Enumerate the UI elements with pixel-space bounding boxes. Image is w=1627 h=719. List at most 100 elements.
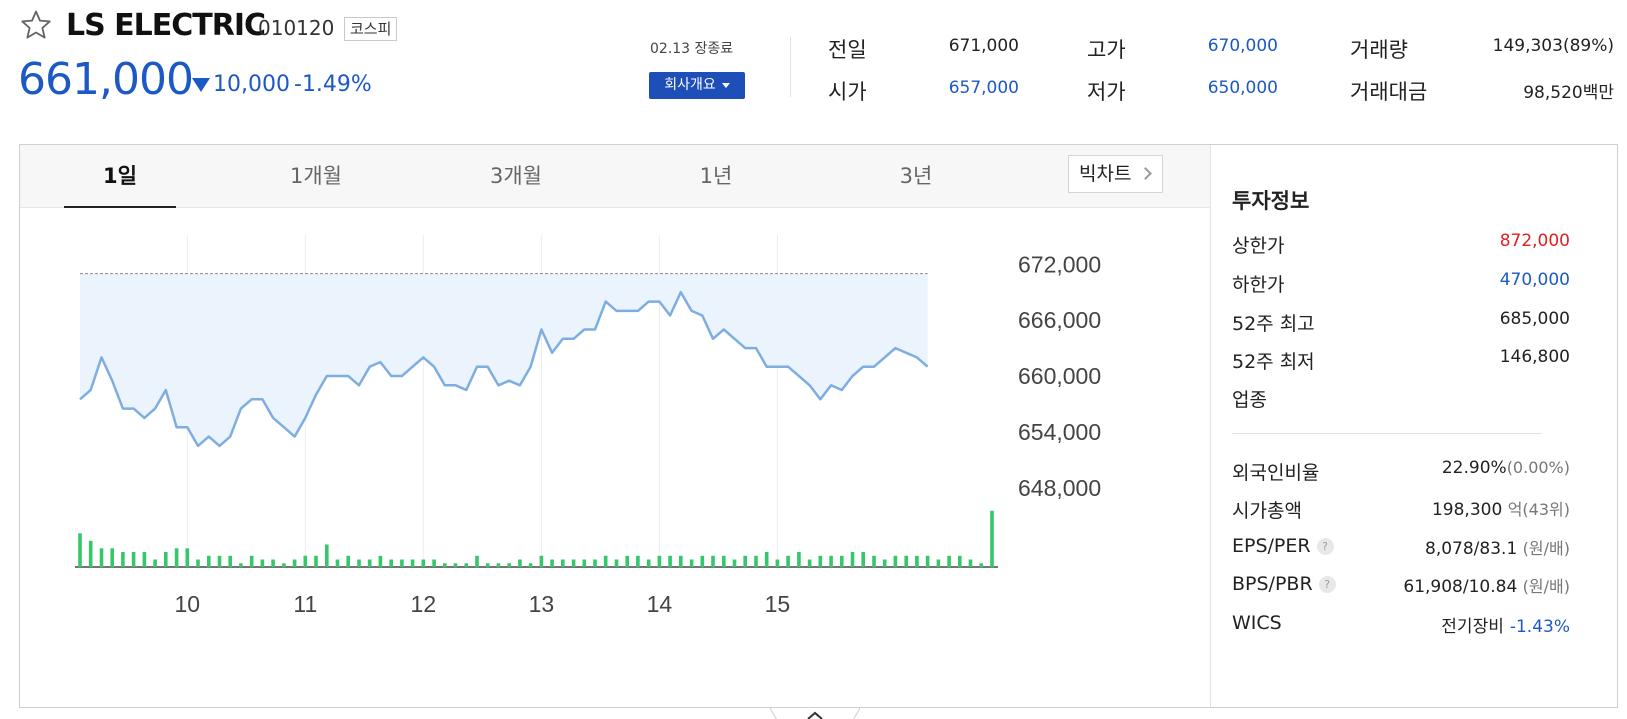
wics-sector[interactable]: 전기장비 [1441,617,1504,637]
volume-bar [700,555,705,568]
volume-bar [292,559,297,567]
volume-bar [367,559,372,567]
eps-per-sub: (원/배) [1522,539,1570,558]
volume-bar [850,552,855,567]
volume-bar [153,559,157,567]
lower-limit-value: 470,000 [1499,270,1570,290]
volume-bar [88,540,93,568]
high-52w-value: 685,000 [1499,309,1570,329]
volume-bar [840,555,844,568]
volume-bar [571,559,576,567]
tab-1month[interactable]: 1개월 [289,164,342,188]
volume-bar [539,555,544,568]
volume-bar [990,510,994,568]
volume-bar [303,555,308,568]
volume-bar [357,559,361,567]
volume-bar [421,559,426,567]
volume-bar [185,548,190,568]
tab-1year[interactable]: 1년 [699,164,733,188]
x-tick-label: 15 [765,591,791,617]
volume-bar [335,559,340,567]
quote-value-trade-amount: 98,520백만 [1523,83,1614,103]
volume-bar [271,559,275,567]
intraday-price-chart: 10 11 12 13 14 15 672,000 666,000 660,000 654,000… [75,235,1101,617]
quote-label-prev-close: 전일 [828,38,867,62]
volume-bar [174,548,179,568]
eps-per-label: EPS/PER? [1232,535,1334,557]
bps-pbr-value: 61,908/10.84 (원/배) [1403,573,1570,597]
volume-bar [260,559,265,567]
volume-bar [485,563,490,568]
collapse-chart-tab[interactable] [770,708,860,719]
volume-bar [110,548,114,568]
volume-bar [764,552,769,567]
volume-bar [829,555,833,568]
company-overview-button[interactable]: 회사개요 [649,72,745,99]
volume-bar [228,555,232,568]
upper-limit-value: 872,000 [1499,231,1570,251]
volume-bar [807,559,812,567]
volume-bar [453,563,458,568]
market-cap-label: 시가총액 [1232,500,1302,522]
price-change: 10,000 [213,72,290,97]
y-tick-label: 654,000 [1018,419,1101,445]
volume-bar [603,555,608,568]
volume-bar [518,559,522,567]
volume-bar [775,559,780,567]
volume-bar [282,563,286,568]
volume-bar [689,559,694,567]
tab-3month[interactable]: 3개월 [489,164,542,188]
quote-value-low: 650,000 [1207,78,1278,98]
favorite-star-icon[interactable] [18,8,54,42]
volume-bar [99,548,104,568]
price-change-rate: -1.49% [294,72,372,97]
volume-bar [249,555,254,568]
low-52w-value: 146,800 [1499,347,1570,367]
price-line [79,290,929,448]
eps-per-label-text: EPS/PER [1232,535,1311,557]
volume-bar [754,555,758,568]
quote-value-high: 670,000 [1207,36,1278,56]
volume-bar [711,555,715,568]
invest-divider [1232,433,1542,434]
foreign-ratio-label: 외국인비율 [1232,462,1320,484]
volume-bar [346,555,350,568]
volume-bar [636,555,640,568]
y-tick-label: 672,000 [1018,251,1101,277]
quote-label-open: 시가 [828,80,867,104]
big-chart-button[interactable]: 빅차트 [1068,155,1163,193]
volume-bar [217,555,222,568]
volume-bar [131,552,136,567]
market-cap-sub: 억(43위) [1507,500,1570,519]
high-52w-label: 52주 최고 [1232,313,1315,335]
volume-bar [614,559,619,567]
tab-3year[interactable]: 3년 [899,164,933,188]
volume-bar [679,555,683,568]
eps-per-value: 8,078/83.1 (원/배) [1425,535,1570,559]
quote-label-trade-amount: 거래대금 [1350,80,1428,104]
low-52w-label: 52주 최저 [1232,351,1315,373]
bps-pbr-label-text: BPS/PBR [1232,573,1313,595]
tab-1day[interactable]: 1일 [64,145,176,208]
volume-bar [797,552,801,567]
volume-bar [722,555,726,568]
caret-down-icon [721,82,730,88]
help-icon[interactable]: ? [1318,576,1336,593]
volume-bar [507,563,511,568]
quote-label-low: 저가 [1087,80,1126,104]
x-tick-label: 12 [411,591,437,617]
volume-bar [625,555,629,568]
y-tick-label: 660,000 [1018,363,1101,389]
volume-bar [142,552,147,567]
help-icon[interactable]: ? [1316,538,1334,555]
volume-bar [893,555,898,568]
volume-bar [657,555,662,568]
volume-bar [786,555,790,568]
volume-bar [561,559,565,567]
volume-bar [443,563,447,568]
volume-bar [958,555,962,568]
x-tick-label: 13 [529,591,555,617]
y-tick-label: 648,000 [1018,475,1101,501]
volume-bar [947,555,951,568]
volume-bar [314,555,318,568]
